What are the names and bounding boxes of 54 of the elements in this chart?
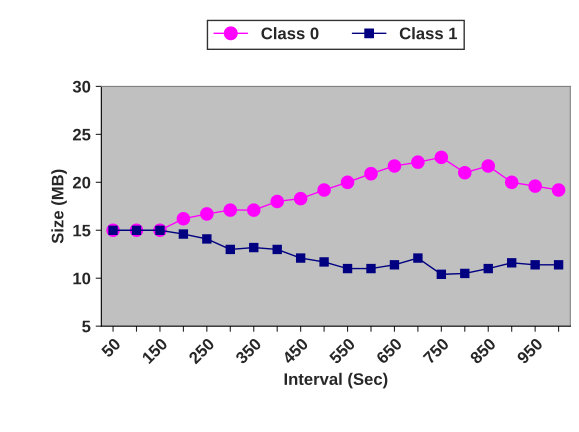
- x-tick-label: 250: [188, 337, 216, 364]
- point: [200, 207, 214, 221]
- point: [296, 253, 306, 263]
- point: [178, 229, 188, 239]
- point: [390, 260, 400, 270]
- point: [342, 264, 352, 274]
- point: [388, 159, 402, 173]
- point: [272, 244, 282, 254]
- x-tick-label: 950: [516, 337, 544, 364]
- point: [458, 166, 472, 180]
- y-tick-label: 5: [82, 320, 90, 332]
- point: [411, 155, 425, 169]
- x-tick-label: 150: [141, 337, 168, 364]
- point: [270, 194, 284, 208]
- x-tick-label: 750: [422, 337, 450, 364]
- point: [364, 166, 378, 180]
- point: [484, 264, 493, 274]
- point: [504, 176, 518, 190]
- point: [530, 260, 540, 270]
- point: [340, 176, 354, 190]
- point: [507, 258, 516, 268]
- x-axis-title: Interval (Sec): [284, 372, 388, 388]
- y-tick-label: 20: [72, 176, 90, 189]
- point: [554, 260, 564, 270]
- point: [481, 159, 496, 173]
- y-axis-title: Size (MB): [51, 170, 67, 244]
- legend-label: Class 0: [261, 27, 318, 40]
- point: [434, 150, 448, 164]
- point: [246, 203, 261, 217]
- point: [224, 203, 238, 217]
- y-tick-label: 25: [72, 128, 90, 141]
- point: [528, 179, 542, 193]
- point: [294, 192, 308, 206]
- x-tick-label: 550: [328, 337, 356, 365]
- point: [176, 212, 190, 226]
- point: [202, 234, 212, 244]
- point: [366, 264, 376, 274]
- y-tick-label: 10: [73, 272, 90, 284]
- y-tick-label: 30: [72, 80, 90, 93]
- point: [249, 242, 258, 252]
- x-tick-label: 850: [469, 337, 496, 365]
- x-tick-label: 450: [281, 337, 309, 365]
- point: [460, 268, 470, 278]
- x-tick-label: 50: [100, 337, 122, 358]
- x-tick-label: 650: [376, 337, 403, 364]
- point: [413, 253, 423, 263]
- point: [319, 257, 329, 267]
- point: [226, 244, 235, 254]
- point: [552, 183, 566, 197]
- point: [317, 183, 331, 197]
- x-tick-label: 350: [234, 337, 262, 365]
- point: [436, 270, 446, 280]
- y-tick-label: 15: [73, 224, 90, 236]
- legend-label: Class 1: [400, 27, 458, 40]
